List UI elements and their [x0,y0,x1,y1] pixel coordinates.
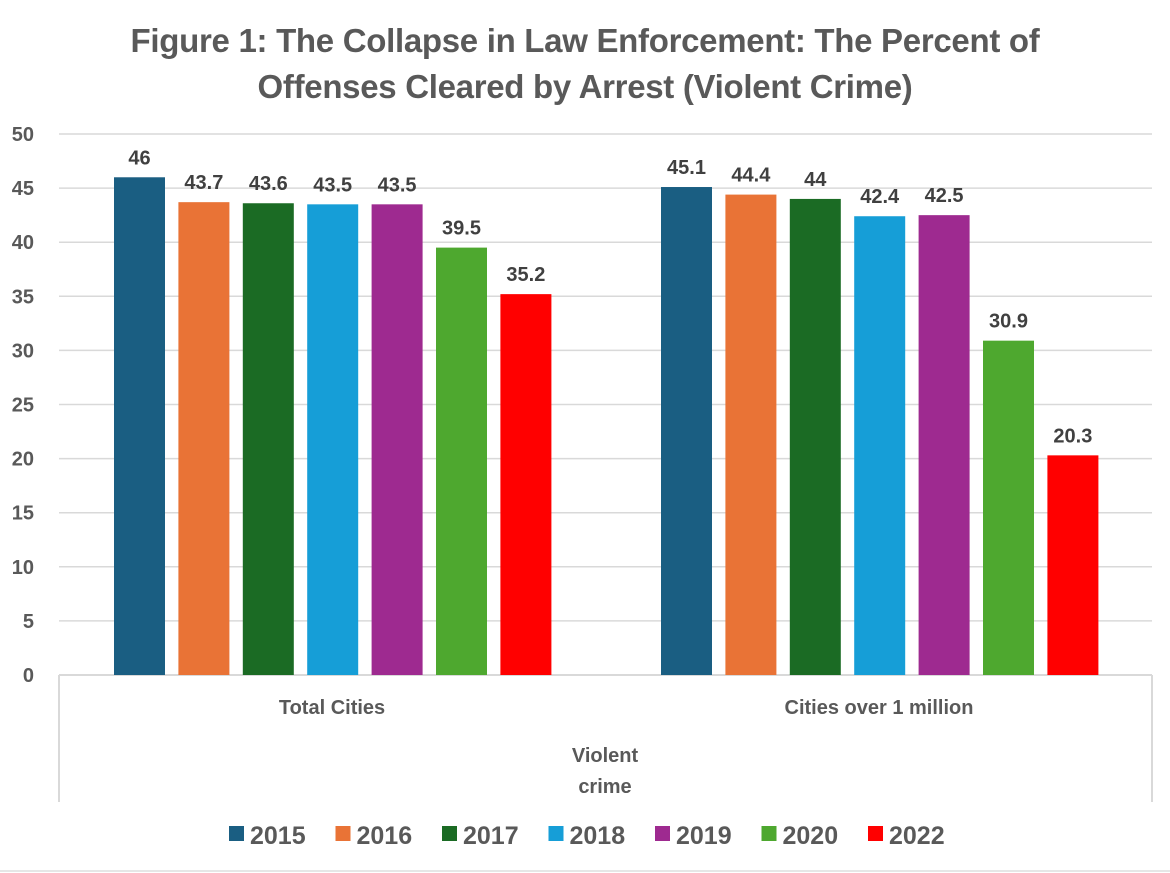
y-tick-label-10: 10 [12,557,34,579]
data-label-2015-total-cities: 46 [128,147,150,169]
legend-label-2022: 2022 [889,822,945,850]
legend-label-2018: 2018 [570,822,626,850]
bar-2020-total-cities [436,247,487,676]
y-tick-label-45: 45 [12,178,34,200]
legend-label-2019: 2019 [676,822,732,850]
legend-label-2016: 2016 [357,822,413,850]
data-label-2016-cities-over-1-million: 44.4 [731,165,771,187]
y-tick-label-50: 50 [12,124,34,146]
data-label-2018-total-cities: 43.5 [313,174,352,196]
chart-title: Figure 1: The Collapse in Law Enforcemen… [0,18,1170,110]
bars [114,177,1099,676]
y-tick-label-25: 25 [12,395,34,417]
category-axis-frame [58,674,1153,802]
bar-2019-cities-over-1-million [918,215,970,675]
group-label-line-2: crime [578,776,631,798]
data-label-2016-total-cities: 43.7 [184,172,223,194]
data-label-2017-total-cities: 43.6 [249,173,288,195]
chart-title-line-1: Figure 1: The Collapse in Law Enforcemen… [130,22,1040,59]
bar-2019-total-cities [371,204,423,675]
category-label-total-cities: Total Cities [279,697,385,719]
bar-2022-cities-over-1-million [1047,455,1099,675]
bar-2020-cities-over-1-million [983,340,1034,675]
data-label-2017-cities-over-1-million: 44 [804,169,827,191]
data-label-2015-cities-over-1-million: 45.1 [667,157,706,179]
data-label-2020-cities-over-1-million: 30.9 [989,311,1028,333]
y-axis-ticks: 0 5 10 15 20 25 30 35 40 45 50 [12,124,34,687]
legend-swatch-2018 [548,826,564,841]
data-label-2022-cities-over-1-million: 20.3 [1053,425,1092,447]
y-tick-label-20: 20 [12,449,34,471]
category-labels: Total Cities Cities over 1 million Viole… [279,697,974,798]
bar-2017-total-cities [242,203,294,676]
bar-2015-total-cities [114,177,165,675]
legend-swatch-2015 [229,826,244,841]
legend-swatch-2019 [655,826,670,841]
group-label-line-1: Violent [572,745,639,767]
y-tick-label-5: 5 [23,611,34,633]
legend: 2015 2016 2017 2018 2019 2020 2022 [229,822,945,850]
data-label-2019-cities-over-1-million: 42.5 [925,185,964,207]
bar-2022-total-cities [500,294,552,675]
chart-title-line-2: Offenses Cleared by Arrest (Violent Crim… [257,68,913,105]
y-tick-label-35: 35 [12,286,34,308]
bar-2017-cities-over-1-million [789,198,841,676]
data-label-2019-total-cities: 43.5 [378,174,417,196]
legend-swatch-2022 [868,826,883,841]
legend-swatch-2020 [761,826,777,841]
y-tick-label-15: 15 [12,503,34,525]
bar-2018-total-cities [307,204,359,675]
y-tick-label-40: 40 [12,232,34,254]
legend-swatch-2016 [335,826,351,841]
y-tick-label-0: 0 [23,665,34,687]
legend-swatch-2017 [442,826,457,841]
legend-label-2020: 2020 [783,822,839,850]
bar-2018-cities-over-1-million [854,216,906,675]
legend-label-2015: 2015 [250,822,306,850]
data-label-2020-total-cities: 39.5 [442,218,481,240]
category-label-cities-over-1-million: Cities over 1 million [785,697,974,719]
data-labels: 46 45.1 43.7 44.4 43.6 44 43.5 42.4 43.5 42.5 39.5… [128,147,1092,447]
gridlines [59,133,1152,622]
y-tick-label-30: 30 [12,340,34,362]
bar-2015-cities-over-1-million [661,187,712,675]
bottom-divider [0,870,1170,872]
bar-2016-cities-over-1-million [725,194,777,676]
bar-2016-total-cities [178,202,230,675]
data-label-2018-cities-over-1-million: 42.4 [860,186,900,208]
legend-label-2017: 2017 [463,822,519,850]
data-label-2022-total-cities: 35.2 [506,264,545,286]
